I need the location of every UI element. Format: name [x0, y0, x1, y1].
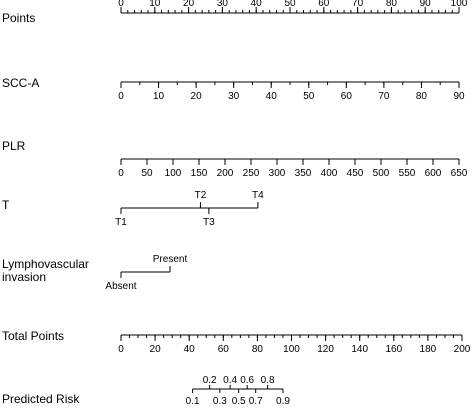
t-stage-row: T T1 T2 T3 T4 [2, 190, 264, 228]
t-stage-category-label: T1 [115, 217, 127, 228]
t-stage-category-label: T2 [195, 190, 207, 201]
t-stage-category-label: T4 [252, 190, 264, 201]
predicted-risk-label: Predicted Risk [2, 392, 80, 406]
points-tick-label: 10 [149, 0, 161, 9]
scc-a-tick-label: 40 [266, 91, 278, 102]
predicted-risk-tick-label: 0.4 [223, 375, 237, 386]
total-points-tick-label: 80 [252, 344, 264, 355]
lymphovascular-invasion-category-label: Present [153, 254, 188, 265]
total-points-tick-label: 100 [283, 344, 300, 355]
points-label: Points [2, 11, 35, 25]
total-points-row: Total Points 0 20 40 60 80 100 120 140 160 180 200 [2, 329, 471, 355]
scc-a-tick-label: 80 [416, 91, 428, 102]
total-points-tick-label: 0 [118, 344, 124, 355]
predicted-risk-tick-label: 0.7 [249, 396, 263, 407]
plr-tick-label: 0 [118, 168, 124, 179]
predicted-risk-tick-label: 0.3 [213, 396, 227, 407]
predicted-risk-tick-label: 0.6 [240, 375, 254, 386]
points-tick-label: 60 [318, 0, 330, 9]
plr-tick-label: 450 [347, 168, 364, 179]
predicted-risk-tick-label: 0.9 [276, 396, 290, 407]
total-points-tick-label: 40 [184, 344, 196, 355]
predicted-risk-tick-label: 0.8 [261, 375, 275, 386]
t-stage-label: T [2, 198, 10, 212]
points-tick-label: 50 [284, 0, 296, 9]
points-tick-label: 30 [217, 0, 229, 9]
scc-a-tick-label: 20 [191, 91, 203, 102]
predicted-risk-row: Predicted Risk 0.10.2 0.3 0.4 0.5 0.6 0.7 0.80.… [2, 375, 290, 407]
points-tick-label: 20 [183, 0, 195, 9]
scc-a-row: SCC-A 0 10 20 30 40 50 60 70 80 90 [2, 76, 465, 102]
scc-a-tick-label: 0 [118, 91, 124, 102]
plr-tick-label: 350 [295, 168, 312, 179]
plr-tick-label: 650 [451, 168, 468, 179]
lymphovascular-invasion-category-label: Absent [105, 281, 136, 292]
total-points-label: Total Points [2, 329, 64, 343]
total-points-tick-label: 20 [150, 344, 162, 355]
total-points-tick-label: 120 [317, 344, 334, 355]
predicted-risk-tick-label: 0.2 [203, 375, 217, 386]
points-tick-label: 90 [420, 0, 432, 9]
points-tick-label: 80 [386, 0, 398, 9]
scc-a-tick-label: 10 [153, 91, 165, 102]
total-points-tick-label: 180 [420, 344, 437, 355]
total-points-tick-label: 200 [454, 344, 471, 355]
points-tick-label: 40 [251, 0, 263, 9]
scc-a-tick-label: 70 [378, 91, 390, 102]
points-row: Points 0 10 20 30 40 50 60 70 80 90 100 [2, 0, 468, 25]
plr-tick-label: 200 [217, 168, 234, 179]
points-tick-label: 70 [352, 0, 364, 9]
plr-tick-label: 400 [321, 168, 338, 179]
plr-tick-label: 250 [243, 168, 260, 179]
scc-a-tick-label: 30 [228, 91, 240, 102]
plr-row: PLR 0 50 100 150 200 250 300 350 400 450 500 550 600 6… [2, 139, 468, 179]
plr-tick-label: 100 [165, 168, 182, 179]
plr-label: PLR [2, 139, 26, 153]
t-stage-category-label: T3 [203, 217, 215, 228]
plr-tick-label: 50 [141, 168, 153, 179]
points-tick-label: 0 [118, 0, 124, 9]
points-tick-label: 100 [451, 0, 468, 9]
scc-a-tick-label: 50 [303, 91, 315, 102]
scc-a-label: SCC-A [2, 76, 39, 90]
plr-tick-label: 150 [191, 168, 208, 179]
total-points-tick-label: 60 [218, 344, 230, 355]
plr-tick-label: 500 [373, 168, 390, 179]
scc-a-tick-label: 90 [453, 91, 465, 102]
lymphovascular-invasion-row: Lymphovascular invasion Absent Present [2, 254, 187, 292]
lymphovascular-invasion-label: Lymphovascular invasion [2, 257, 89, 284]
total-points-tick-label: 160 [385, 344, 402, 355]
plr-tick-label: 300 [269, 168, 286, 179]
scc-a-tick-label: 60 [341, 91, 353, 102]
plr-tick-label: 600 [425, 168, 442, 179]
predicted-risk-tick-label: 0.1 [186, 396, 200, 407]
total-points-tick-label: 140 [351, 344, 368, 355]
plr-tick-label: 550 [399, 168, 416, 179]
predicted-risk-tick-label: 0.5 [232, 396, 246, 407]
